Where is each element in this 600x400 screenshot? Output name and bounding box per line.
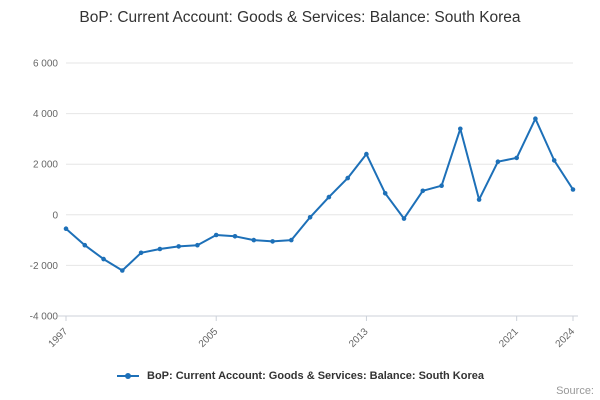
data-point-marker[interactable] [138,250,144,256]
data-point-marker[interactable] [476,197,482,202]
data-point-marker[interactable] [232,234,238,239]
data-point-marker[interactable] [570,187,576,192]
data-point-marker[interactable] [326,194,332,200]
series-line[interactable] [65,117,574,272]
data-point-marker[interactable] [120,268,125,273]
x-axis-tick-label: 2021 [497,326,521,350]
legend-dot [125,373,131,379]
data-point-marker[interactable] [401,216,407,221]
data-point-marker[interactable] [251,237,257,243]
y-axis-tick-label: 6 000 [33,59,58,70]
x-axis-tick-label: 2013 [347,326,371,350]
data-point-marker[interactable] [101,256,106,262]
data-point-marker[interactable] [195,242,200,248]
source-label: Source: [556,385,594,397]
data-point-marker[interactable] [551,158,557,163]
data-point-marker[interactable] [364,151,369,157]
data-point-marker[interactable] [382,191,388,196]
y-axis-tick-label: 4 000 [33,109,58,120]
data-point-marker[interactable] [176,244,181,249]
legend-marker-icon [117,373,139,379]
y-axis-tick-label: -2 000 [30,261,59,272]
legend-item[interactable]: BoP: Current Account: Goods & Services: … [0,370,600,382]
x-axis-tick-label: 2005 [197,326,221,350]
y-axis-tick-label: 2 000 [33,160,58,171]
data-point-marker[interactable] [307,215,313,220]
data-point-marker[interactable] [533,116,538,121]
data-point-marker[interactable] [439,183,444,188]
data-point-marker[interactable] [289,237,294,243]
data-point-marker[interactable] [345,175,351,181]
y-axis-tick-label: -4 000 [30,312,59,323]
chart-plot-area: 6 000 4 000 2 000 0 -2 000 -4 000 1997 2005 2013… [30,59,578,350]
data-point-marker[interactable] [270,239,275,244]
data-point-marker[interactable] [157,246,163,252]
data-point-marker[interactable] [63,226,69,231]
data-point-marker[interactable] [213,232,219,238]
data-point-marker[interactable] [420,188,426,194]
x-axis-tick-label: 1997 [47,326,71,350]
data-point-marker[interactable] [514,155,519,161]
y-axis-tick-label: 0 [52,210,58,221]
data-point-marker[interactable] [495,159,501,164]
data-point-marker[interactable] [82,242,88,248]
chart-title: BoP: Current Account: Goods & Services: … [79,9,521,26]
legend-label: BoP: Current Account: Goods & Services: … [147,370,484,382]
x-axis-tick-label: 2024 [554,326,578,350]
data-point-marker[interactable] [458,126,463,132]
